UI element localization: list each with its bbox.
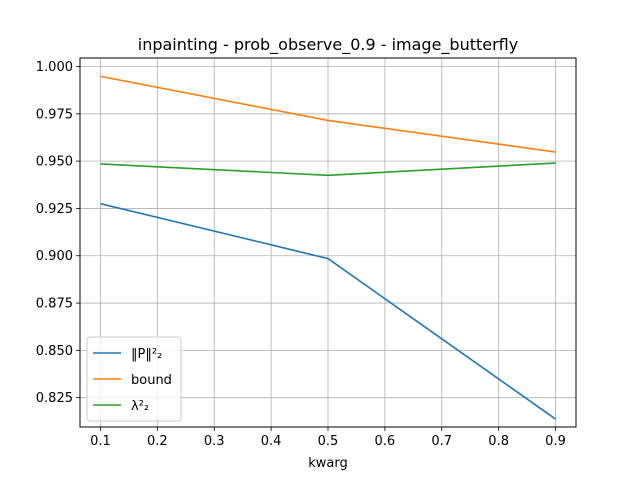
x-tick-label: 0.3	[204, 434, 225, 449]
x-axis-label: kwarg	[308, 456, 348, 471]
y-tick-label: 0.925	[36, 202, 73, 217]
x-tick-label: 0.6	[375, 434, 396, 449]
series-line-2	[100, 162, 556, 177]
y-tick-label: 0.975	[36, 107, 73, 122]
x-tick-label: 0.2	[147, 434, 168, 449]
x-tick-label: 0.1	[90, 434, 111, 449]
y-tick-label: 0.950	[36, 155, 73, 170]
y-tick-label: 0.825	[36, 391, 73, 406]
series-line-1	[100, 75, 556, 153]
legend-box	[86, 336, 182, 422]
y-tick-label: 0.875	[36, 297, 73, 312]
legend: ‖P‖²₂ bound λ²₂	[86, 336, 182, 422]
x-tick-label: 0.8	[488, 434, 509, 449]
chart-title: inpainting - prob_observe_0.9 - image_bu…	[138, 35, 518, 55]
y-tick-label: 0.900	[36, 249, 73, 264]
x-tick-label: 0.7	[431, 434, 452, 449]
series-line-0	[100, 202, 556, 420]
y-tick-label: 1.000	[36, 60, 73, 75]
legend-label-2: λ²₂	[131, 399, 149, 414]
x-tick-label: 0.9	[545, 434, 566, 449]
y-axis: 0.825 0.850 0.875 0.900 0.925 0.950 0.975 1.000	[36, 60, 80, 406]
x-tick-label: 0.4	[261, 434, 282, 449]
y-tick-label: 0.850	[36, 344, 73, 359]
x-axis: 0.1 0.2 0.3 0.4 0.5 0.6 0.7 0.8 0.9	[90, 427, 566, 449]
legend-label-1: bound	[131, 373, 172, 388]
x-tick-label: 0.5	[318, 434, 339, 449]
series-lines	[100, 75, 556, 420]
legend-label-0: ‖P‖²₂	[131, 347, 162, 362]
